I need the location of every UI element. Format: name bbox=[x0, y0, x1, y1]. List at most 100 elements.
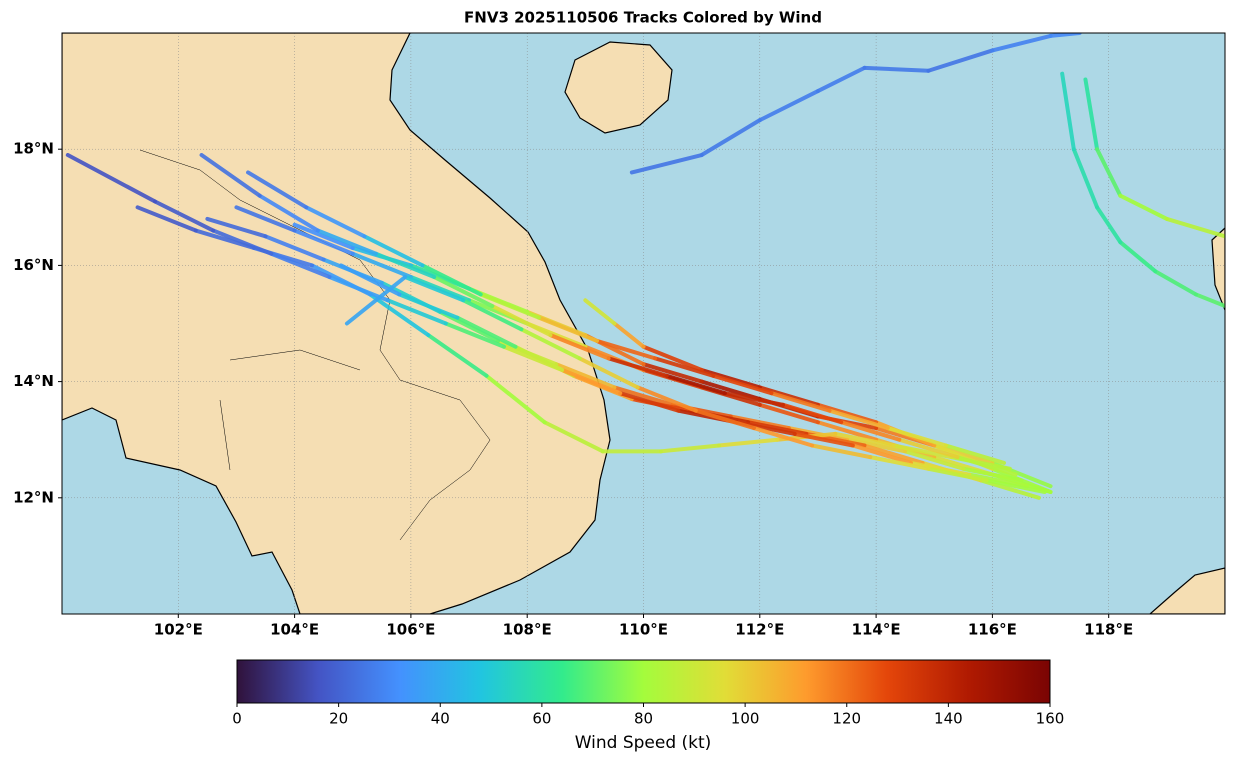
track-segment bbox=[612, 321, 646, 349]
track-segment bbox=[519, 327, 582, 361]
track-segment bbox=[722, 391, 786, 407]
track-segment bbox=[757, 402, 820, 425]
track-segment bbox=[850, 443, 913, 465]
lat-tick-label: 12°N bbox=[13, 488, 54, 506]
track-segment bbox=[1118, 193, 1169, 221]
track-segment bbox=[269, 251, 332, 280]
track-segment bbox=[641, 362, 704, 384]
colorbar-tick-label: 80 bbox=[634, 710, 653, 728]
track-segment bbox=[1060, 71, 1076, 152]
track-segment bbox=[501, 344, 565, 372]
track-segment bbox=[751, 426, 815, 448]
track-segment bbox=[862, 65, 931, 73]
track-segment bbox=[1095, 205, 1123, 245]
track-segment bbox=[711, 373, 774, 396]
track-segment bbox=[65, 153, 158, 204]
track-segment bbox=[717, 437, 780, 448]
colorbar bbox=[236, 659, 1051, 704]
track-segment bbox=[815, 420, 879, 442]
track-segment bbox=[292, 228, 355, 256]
track-segment bbox=[135, 205, 198, 233]
track-segment bbox=[408, 275, 472, 303]
track-segment bbox=[205, 216, 268, 239]
colorbar-tick-label: 100 bbox=[731, 710, 760, 728]
track-segment bbox=[810, 443, 873, 460]
lat-tick-label: 16°N bbox=[13, 256, 54, 274]
track-segment bbox=[263, 234, 326, 262]
track-segment bbox=[478, 292, 541, 320]
track-segment bbox=[403, 275, 466, 303]
track-segment bbox=[629, 153, 704, 175]
track-segment bbox=[455, 315, 518, 349]
track-segment bbox=[315, 228, 379, 256]
track-segment bbox=[583, 298, 617, 326]
track-segment bbox=[618, 391, 681, 413]
track-segment bbox=[443, 321, 506, 349]
track-segment bbox=[560, 367, 623, 396]
track-segment bbox=[658, 443, 722, 454]
lon-tick-label: 104°E bbox=[270, 621, 319, 639]
track-segment bbox=[769, 391, 832, 413]
lon-tick-label: 114°E bbox=[852, 621, 901, 639]
lon-tick-label: 108°E bbox=[503, 621, 552, 639]
track-segment bbox=[862, 443, 925, 465]
track-segment bbox=[1083, 77, 1100, 152]
track-segment bbox=[699, 379, 762, 402]
track-segment bbox=[606, 356, 669, 378]
track-segment bbox=[728, 414, 791, 431]
track-segment bbox=[554, 362, 617, 390]
track-segment bbox=[978, 478, 1041, 500]
track-segment bbox=[548, 333, 611, 361]
track-segment bbox=[908, 460, 972, 477]
title: FNV3 2025110506 Tracks Colored by Wind bbox=[464, 9, 822, 27]
track-segment bbox=[903, 449, 966, 471]
track-segment bbox=[792, 431, 855, 448]
track-segment bbox=[1118, 240, 1158, 274]
track-segment bbox=[426, 333, 489, 378]
track-segment bbox=[664, 373, 727, 396]
track-segment bbox=[536, 315, 599, 343]
colorbar-tick-label: 0 bbox=[232, 710, 242, 728]
lat-tick-label: 14°N bbox=[13, 372, 54, 390]
track-segment bbox=[990, 466, 1053, 494]
track-segment bbox=[211, 228, 274, 256]
lon-tick-label: 116°E bbox=[968, 621, 1017, 639]
lat-tick-label: 18°N bbox=[13, 140, 54, 158]
track-segment bbox=[1153, 269, 1198, 297]
track-segment bbox=[153, 199, 216, 233]
track-segment bbox=[577, 356, 640, 390]
track-segment bbox=[246, 170, 309, 210]
track-segment bbox=[839, 420, 902, 442]
colorbar-tick-label: 160 bbox=[1036, 710, 1065, 728]
track-segment bbox=[891, 443, 954, 460]
track-segment bbox=[943, 443, 1007, 465]
track-segment bbox=[746, 420, 809, 436]
track-segment bbox=[484, 373, 547, 425]
track-segment bbox=[699, 118, 762, 158]
track-segment bbox=[1193, 292, 1225, 309]
track-segment bbox=[1095, 147, 1123, 198]
track-segment bbox=[1071, 147, 1100, 210]
track-segment bbox=[641, 344, 704, 372]
track-segment bbox=[542, 420, 605, 454]
track-segment bbox=[368, 292, 431, 338]
lon-tick-label: 102°E bbox=[154, 621, 203, 639]
colorbar-tick-label: 140 bbox=[934, 710, 963, 728]
land bbox=[62, 33, 1225, 614]
track-segment bbox=[845, 437, 908, 454]
track-segment bbox=[234, 205, 297, 233]
track-segment bbox=[292, 222, 355, 250]
colorbar-tick-label: 20 bbox=[329, 710, 348, 728]
track-segment bbox=[635, 385, 698, 413]
colorbar-label: Wind Speed (kt) bbox=[575, 733, 712, 753]
track-segment bbox=[699, 367, 762, 390]
track-segment bbox=[926, 48, 995, 73]
track-segment bbox=[693, 408, 756, 431]
colorbar-tick-label: 60 bbox=[532, 710, 551, 728]
track-segment bbox=[420, 263, 483, 297]
track-segment bbox=[815, 402, 879, 425]
track-segment bbox=[612, 385, 675, 407]
lon-tick-label: 112°E bbox=[735, 621, 784, 639]
track-segment bbox=[344, 275, 408, 326]
track-segment bbox=[868, 455, 931, 471]
